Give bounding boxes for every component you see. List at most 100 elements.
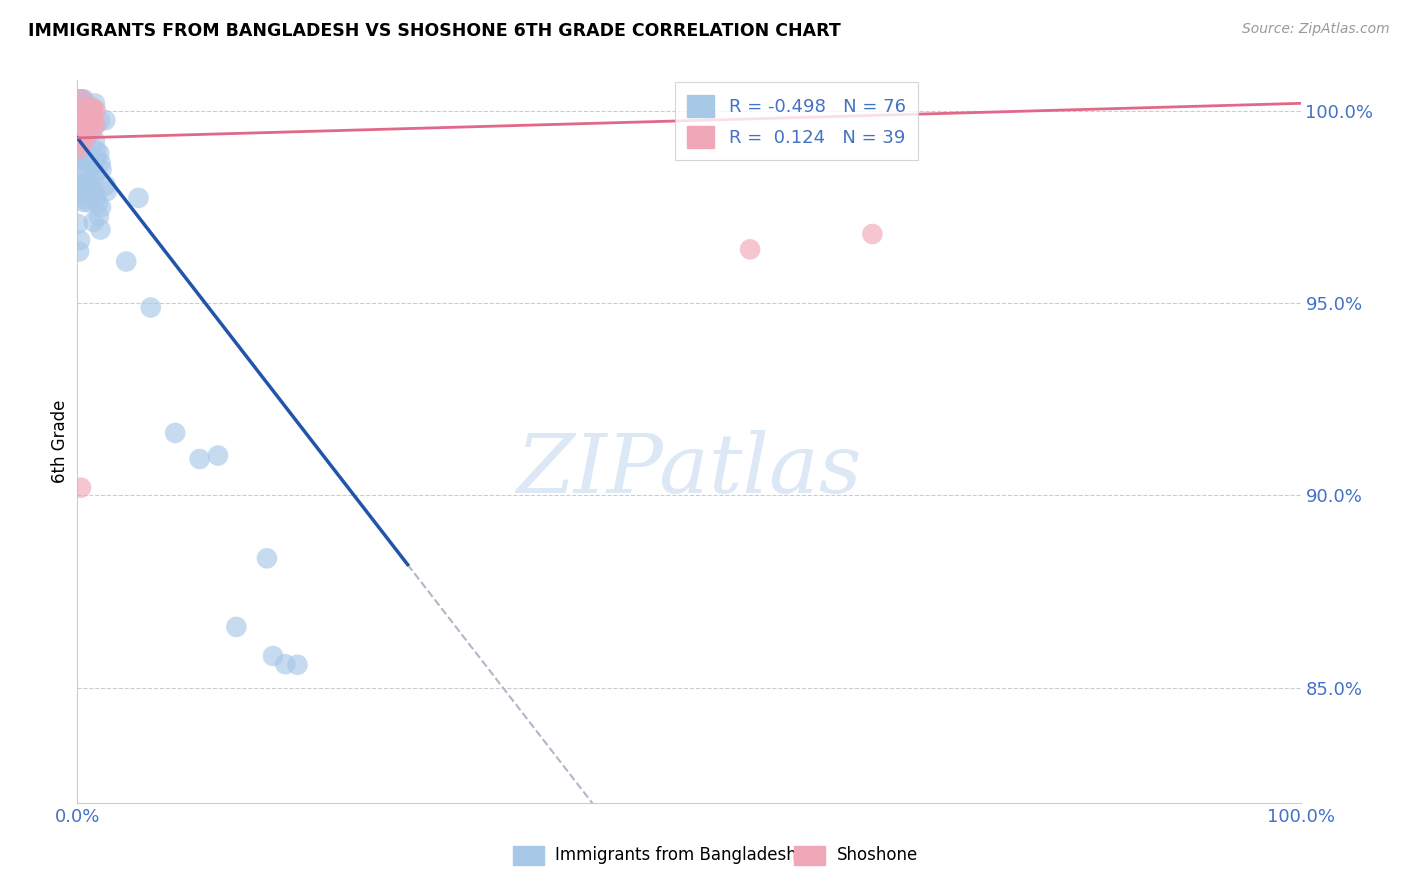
Point <box>75 132 97 146</box>
Point <box>76 121 98 136</box>
Point <box>90 162 112 177</box>
Point <box>740 243 762 257</box>
Point <box>70 93 93 107</box>
Point <box>69 178 91 193</box>
Point <box>188 452 211 467</box>
Point <box>75 103 97 117</box>
Point <box>66 217 89 231</box>
Point <box>77 150 100 164</box>
Point <box>73 109 96 123</box>
Point <box>83 158 105 172</box>
Point <box>83 184 105 198</box>
Point <box>86 152 108 166</box>
Point <box>67 129 90 144</box>
Point <box>256 551 278 566</box>
Point <box>66 123 89 137</box>
Point <box>67 134 90 148</box>
Point <box>69 233 91 247</box>
Point <box>94 178 117 193</box>
Point <box>87 209 110 223</box>
Point <box>66 93 89 107</box>
Point <box>225 620 247 634</box>
Point <box>83 171 105 186</box>
Point <box>69 93 91 107</box>
Point <box>96 184 118 198</box>
Point <box>82 100 104 114</box>
Point <box>67 119 90 133</box>
Point <box>72 102 94 116</box>
Point <box>84 190 107 204</box>
Point <box>76 121 98 136</box>
Point <box>69 123 91 137</box>
Point <box>66 109 89 123</box>
Point <box>84 134 107 148</box>
Point <box>70 127 93 141</box>
Point <box>72 181 94 195</box>
Point <box>89 114 111 128</box>
Point <box>76 176 98 190</box>
Point <box>89 146 111 161</box>
Point <box>70 192 93 206</box>
Point <box>70 119 93 133</box>
Point <box>70 145 93 160</box>
Point <box>72 194 94 209</box>
Point <box>69 114 91 128</box>
Point <box>72 143 94 157</box>
Point <box>69 153 91 167</box>
Point <box>69 109 91 123</box>
Point <box>207 449 229 463</box>
Point <box>139 301 162 315</box>
Point <box>67 244 90 259</box>
Point <box>66 117 89 131</box>
Point <box>77 106 100 120</box>
Point <box>69 93 91 107</box>
Point <box>76 108 98 122</box>
Point <box>75 162 97 177</box>
Point <box>67 110 90 124</box>
Point <box>84 117 107 131</box>
Point <box>94 113 117 128</box>
Point <box>67 143 90 157</box>
Point <box>69 101 91 115</box>
Point <box>70 93 93 107</box>
Point <box>82 102 104 116</box>
Point <box>67 104 90 119</box>
Point <box>70 481 93 495</box>
Point <box>67 124 90 138</box>
Point <box>77 195 100 210</box>
Point <box>70 122 93 136</box>
Point <box>79 113 101 128</box>
Point <box>84 96 107 111</box>
Y-axis label: 6th Grade: 6th Grade <box>51 400 69 483</box>
Point <box>83 120 105 135</box>
Point <box>73 93 96 107</box>
Point <box>67 93 90 107</box>
Point <box>83 215 105 229</box>
Point <box>66 104 89 119</box>
Point <box>72 164 94 178</box>
Point <box>87 196 110 211</box>
Point <box>287 657 309 672</box>
Point <box>73 95 96 110</box>
Point <box>862 227 884 241</box>
Point <box>69 93 91 107</box>
Text: Immigrants from Bangladesh: Immigrants from Bangladesh <box>555 847 797 864</box>
Point <box>69 112 91 126</box>
Point <box>67 104 90 119</box>
Point <box>69 112 91 127</box>
Point <box>70 93 93 107</box>
Point <box>90 200 112 214</box>
Point <box>72 182 94 196</box>
Point <box>67 108 90 122</box>
Point <box>127 191 149 205</box>
Point <box>75 178 97 192</box>
Point <box>84 144 107 158</box>
Text: ZIPatlas: ZIPatlas <box>516 431 862 510</box>
Point <box>66 119 89 133</box>
Point <box>262 648 284 663</box>
Point <box>84 103 107 118</box>
Point <box>72 129 94 144</box>
Point <box>67 108 90 122</box>
Point <box>70 135 93 149</box>
Point <box>82 112 104 127</box>
